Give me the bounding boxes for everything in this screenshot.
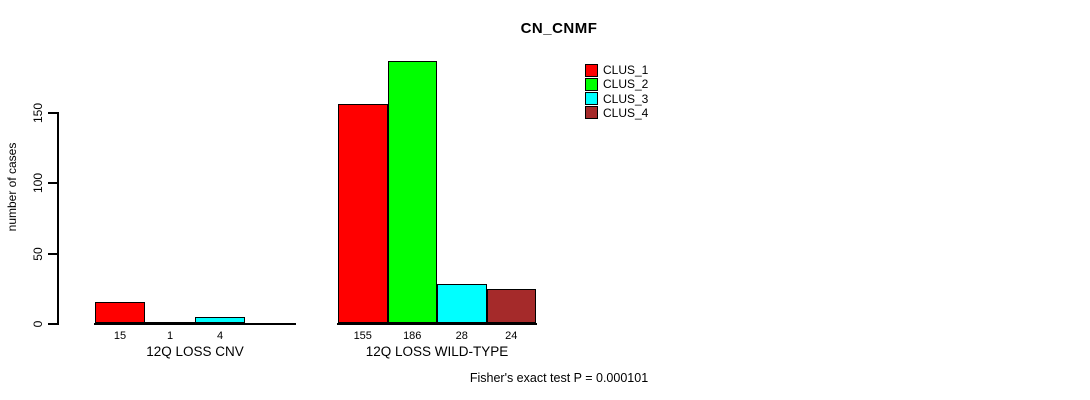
legend-item-clus_4: CLUS_4 (585, 105, 649, 120)
group-baseline (337, 323, 537, 325)
bar-value-label: 186 (403, 330, 422, 342)
y-tick-label: 0 (31, 320, 45, 328)
bar-clus_4 (486, 289, 536, 323)
y-tick-label: 150 (31, 102, 45, 123)
x-category-label: 12Q LOSS CNV (146, 344, 244, 359)
bar-clus_3 (437, 283, 487, 323)
y-tick-mark (48, 252, 57, 255)
bar-clus_3 (195, 317, 245, 323)
bar-clus_1 (338, 104, 388, 323)
legend: CLUS_1 CLUS_2 CLUS_3 CLUS_4 (585, 63, 649, 120)
y-axis-line (57, 111, 59, 325)
y-tick-mark (48, 111, 57, 114)
bar-value-label: 15 (113, 330, 127, 342)
y-tick-mark (48, 182, 57, 184)
legend-item-clus_2: CLUS_2 (585, 77, 649, 92)
chart-title: CN_CNMF (520, 20, 598, 37)
bar-value-label: 155 (353, 330, 372, 342)
x-category-label: 12Q LOSS WILD-TYPE (365, 344, 509, 359)
group-baseline (94, 323, 296, 325)
y-tick-label: 50 (31, 246, 45, 261)
bar-value-label: 24 (505, 330, 518, 342)
legend-label: CLUS_4 (603, 105, 649, 120)
bar-clus_1 (95, 301, 145, 323)
bar-value-label: 4 (216, 330, 224, 342)
legend-swatch-icon (585, 77, 598, 91)
bar-clus_2 (387, 60, 437, 323)
legend-swatch-icon (585, 106, 598, 120)
bar-clus_2 (145, 321, 195, 324)
bar-value-label: 28 (455, 330, 468, 342)
legend-label: CLUS_1 (603, 63, 649, 77)
y-tick-mark (48, 323, 57, 325)
legend-swatch-icon (585, 63, 598, 77)
legend-item-clus_1: CLUS_1 (585, 63, 649, 77)
legend-label: CLUS_3 (603, 91, 649, 106)
fisher-test-annotation: Fisher's exact test P = 0.000101 (469, 371, 649, 385)
legend-swatch-icon (585, 92, 598, 106)
y-tick-label: 100 (31, 172, 45, 194)
legend-item-clus_3: CLUS_3 (585, 91, 649, 106)
legend-label: CLUS_2 (603, 77, 649, 92)
bar-value-label: 1 (166, 330, 174, 342)
